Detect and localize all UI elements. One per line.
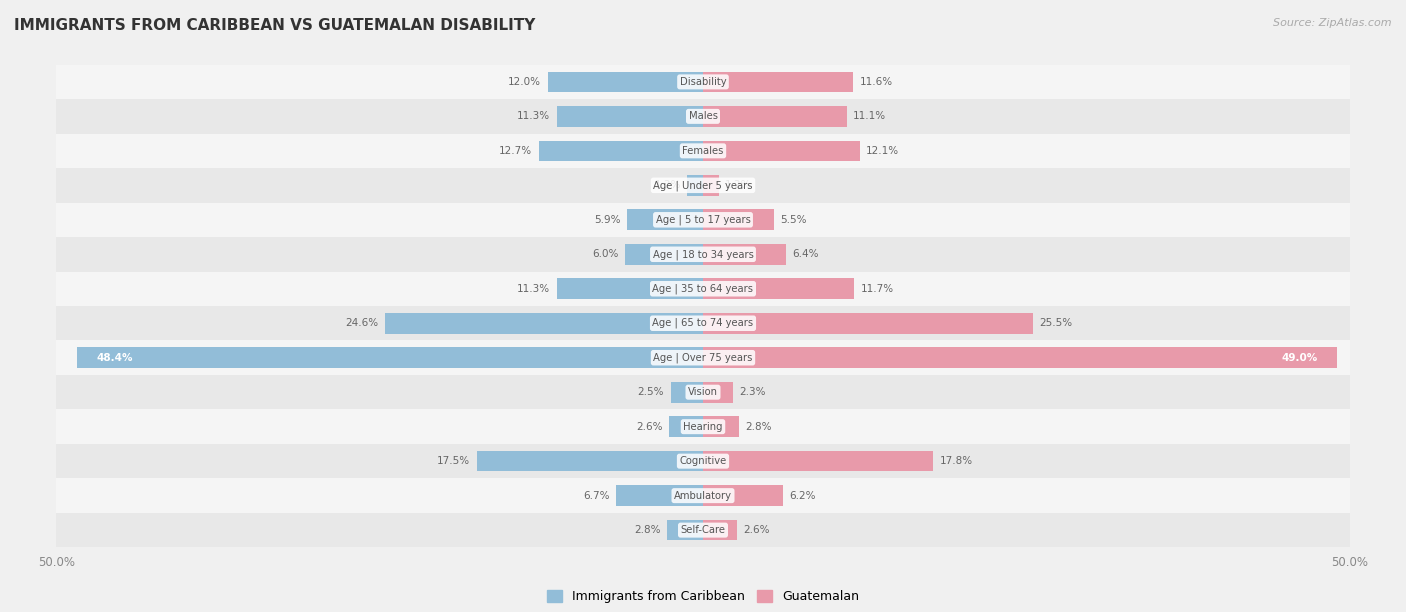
Bar xyxy=(56,444,1350,479)
Bar xyxy=(477,451,703,471)
Bar xyxy=(56,99,1350,133)
Text: 12.1%: 12.1% xyxy=(866,146,898,156)
Bar xyxy=(703,209,775,230)
Text: 5.9%: 5.9% xyxy=(593,215,620,225)
Text: 48.4%: 48.4% xyxy=(97,353,132,363)
Text: Disability: Disability xyxy=(679,77,727,87)
Bar xyxy=(703,382,733,403)
Text: Age | 65 to 74 years: Age | 65 to 74 years xyxy=(652,318,754,329)
Text: 25.5%: 25.5% xyxy=(1039,318,1073,328)
Bar xyxy=(703,416,740,437)
Bar xyxy=(56,168,1350,203)
Text: 11.3%: 11.3% xyxy=(517,284,550,294)
Text: 2.3%: 2.3% xyxy=(740,387,766,397)
Bar xyxy=(56,479,1350,513)
Text: Females: Females xyxy=(682,146,724,156)
Bar xyxy=(56,133,1350,168)
Text: 12.7%: 12.7% xyxy=(499,146,533,156)
Text: 11.3%: 11.3% xyxy=(517,111,550,121)
Text: 1.2%: 1.2% xyxy=(725,181,751,190)
Text: Cognitive: Cognitive xyxy=(679,456,727,466)
Text: 11.7%: 11.7% xyxy=(860,284,894,294)
Bar xyxy=(56,375,1350,409)
Bar xyxy=(703,72,853,92)
Text: 2.6%: 2.6% xyxy=(637,422,662,431)
Text: 6.0%: 6.0% xyxy=(592,249,619,259)
Bar xyxy=(703,175,718,196)
Bar xyxy=(703,106,846,127)
Text: 49.0%: 49.0% xyxy=(1281,353,1317,363)
Bar xyxy=(56,409,1350,444)
Bar xyxy=(627,209,703,230)
Bar xyxy=(703,348,1337,368)
Bar xyxy=(666,520,703,540)
Text: 5.5%: 5.5% xyxy=(780,215,807,225)
Text: Age | 35 to 64 years: Age | 35 to 64 years xyxy=(652,283,754,294)
Text: 12.0%: 12.0% xyxy=(509,77,541,87)
Text: 6.7%: 6.7% xyxy=(583,491,610,501)
Bar xyxy=(548,72,703,92)
Bar xyxy=(669,416,703,437)
Text: Age | Over 75 years: Age | Over 75 years xyxy=(654,353,752,363)
Text: Ambulatory: Ambulatory xyxy=(673,491,733,501)
Text: 24.6%: 24.6% xyxy=(346,318,378,328)
Bar xyxy=(703,278,855,299)
Text: Age | 5 to 17 years: Age | 5 to 17 years xyxy=(655,215,751,225)
Text: Age | 18 to 34 years: Age | 18 to 34 years xyxy=(652,249,754,259)
Bar xyxy=(626,244,703,264)
Text: Males: Males xyxy=(689,111,717,121)
Text: 2.8%: 2.8% xyxy=(745,422,772,431)
Text: Vision: Vision xyxy=(688,387,718,397)
Text: 1.2%: 1.2% xyxy=(655,181,681,190)
Bar xyxy=(703,520,737,540)
Bar xyxy=(688,175,703,196)
Bar xyxy=(56,513,1350,547)
Bar xyxy=(56,272,1350,306)
Text: Self-Care: Self-Care xyxy=(681,525,725,535)
Text: Hearing: Hearing xyxy=(683,422,723,431)
Bar xyxy=(703,485,783,506)
Text: 17.8%: 17.8% xyxy=(939,456,973,466)
Text: 17.5%: 17.5% xyxy=(437,456,470,466)
Text: 11.1%: 11.1% xyxy=(853,111,886,121)
Bar xyxy=(703,451,934,471)
Text: Source: ZipAtlas.com: Source: ZipAtlas.com xyxy=(1274,18,1392,28)
Bar xyxy=(703,244,786,264)
Bar xyxy=(56,237,1350,272)
Bar xyxy=(385,313,703,334)
Text: 2.5%: 2.5% xyxy=(638,387,664,397)
Bar xyxy=(56,203,1350,237)
Bar xyxy=(77,348,703,368)
Bar xyxy=(703,141,859,161)
Text: 6.4%: 6.4% xyxy=(792,249,818,259)
Bar xyxy=(703,313,1033,334)
Text: IMMIGRANTS FROM CARIBBEAN VS GUATEMALAN DISABILITY: IMMIGRANTS FROM CARIBBEAN VS GUATEMALAN … xyxy=(14,18,536,34)
Bar xyxy=(538,141,703,161)
Bar xyxy=(56,340,1350,375)
Text: 11.6%: 11.6% xyxy=(859,77,893,87)
Bar xyxy=(616,485,703,506)
Text: Age | Under 5 years: Age | Under 5 years xyxy=(654,180,752,190)
Text: 2.6%: 2.6% xyxy=(744,525,769,535)
Text: 2.8%: 2.8% xyxy=(634,525,661,535)
Bar xyxy=(56,65,1350,99)
Legend: Immigrants from Caribbean, Guatemalan: Immigrants from Caribbean, Guatemalan xyxy=(541,585,865,608)
Bar xyxy=(557,106,703,127)
Text: 6.2%: 6.2% xyxy=(790,491,815,501)
Bar xyxy=(671,382,703,403)
Bar xyxy=(557,278,703,299)
Bar xyxy=(56,306,1350,340)
